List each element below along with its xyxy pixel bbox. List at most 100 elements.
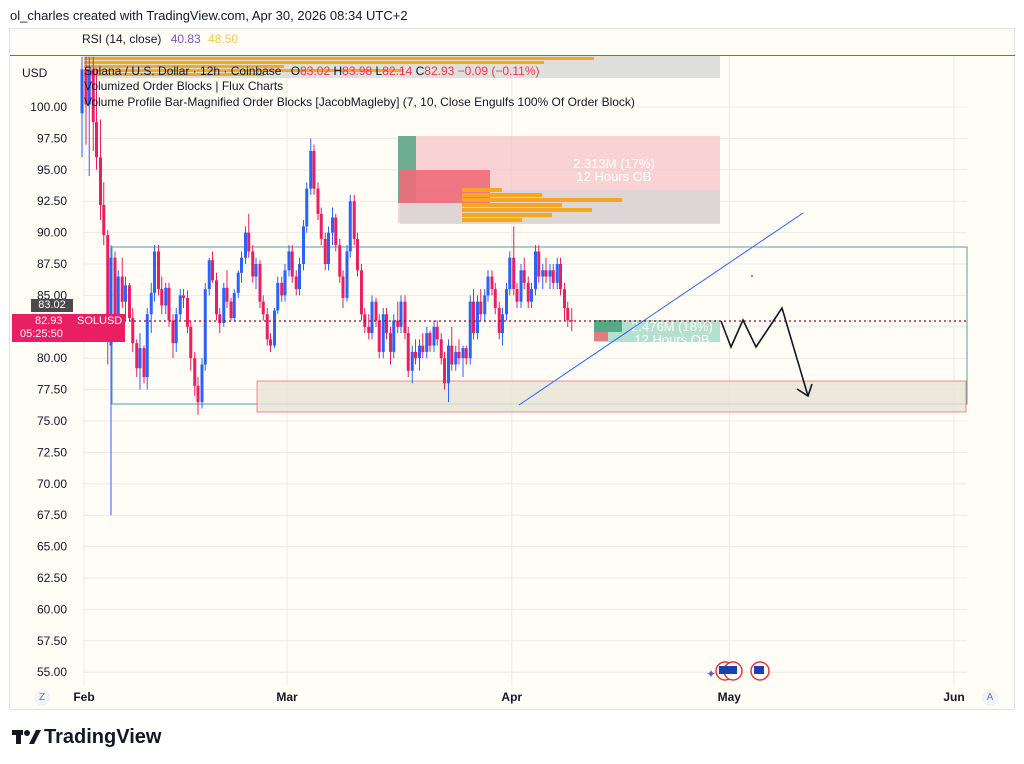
candle-body	[265, 314, 269, 340]
candle	[425, 326, 429, 359]
candle	[124, 276, 127, 321]
candle	[555, 257, 559, 290]
tradingview-logo-icon	[12, 730, 41, 744]
candle	[563, 282, 566, 321]
y-tick-label: 92.50	[37, 194, 67, 208]
candle	[273, 307, 276, 349]
candle-body	[374, 301, 378, 321]
candle	[87, 56, 91, 177]
candle-body	[203, 289, 207, 365]
candle-body	[120, 276, 124, 302]
candle	[251, 245, 255, 283]
candle	[167, 282, 171, 327]
candle	[174, 307, 178, 352]
candle	[157, 245, 160, 296]
candle-body	[563, 289, 566, 308]
candle	[461, 345, 465, 378]
candle	[541, 264, 545, 290]
y-tick-label: 97.50	[37, 131, 67, 145]
candle-body	[157, 251, 160, 290]
y-tick-label: 67.50	[37, 508, 67, 522]
economic-event-icons: ✦	[706, 661, 770, 681]
candle-body	[276, 282, 280, 311]
indicator-legend-1[interactable]: Volumized Order Blocks | Flux Charts	[84, 79, 284, 93]
pane-separator[interactable]	[10, 55, 1015, 56]
candle	[396, 301, 400, 334]
ohlc-change: −0.09 (−0.11%)	[457, 64, 540, 78]
candle	[418, 339, 421, 371]
candle-body	[435, 326, 439, 340]
ohlc-low-label: L	[375, 64, 383, 78]
candle	[135, 339, 139, 378]
candle	[385, 307, 388, 340]
candle	[406, 326, 410, 378]
symbol-title: Solana / U.S. Dollar · 12h · Coinbase	[84, 64, 282, 78]
candle-body	[551, 270, 555, 283]
indicator-legend-2[interactable]: Volume Profile Bar-Magnified Order Block…	[84, 95, 635, 109]
candle-body	[457, 351, 461, 359]
candle-body	[490, 276, 494, 290]
volume-profile-upper	[462, 188, 622, 222]
candle-body	[113, 257, 117, 321]
candle-body	[323, 238, 327, 264]
candle	[309, 138, 313, 195]
ohlc-open-label: O	[290, 64, 301, 78]
candle-body	[80, 69, 84, 114]
price-axis: 100.0097.5095.0092.5090.0087.5085.0082.5…	[30, 100, 67, 679]
candle	[486, 270, 490, 302]
candle-body	[193, 358, 197, 386]
candle-body	[519, 270, 523, 302]
candle	[443, 351, 446, 390]
lower-ob-tf-label: 12 Hours OB	[634, 332, 709, 347]
candle-body	[305, 188, 309, 227]
candle-body	[559, 264, 562, 290]
candle-body	[472, 301, 475, 334]
candle	[240, 251, 243, 283]
candle	[102, 182, 106, 246]
candle	[323, 232, 327, 271]
candle	[215, 272, 218, 321]
candle-body	[461, 348, 465, 359]
candle-body	[294, 276, 298, 290]
candle	[439, 333, 443, 365]
candle	[200, 358, 204, 409]
candle	[534, 245, 537, 296]
symbol-legend[interactable]: Solana / U.S. Dollar · 12h · Coinbase O 8…	[84, 64, 540, 78]
candle	[164, 282, 168, 315]
candle	[80, 56, 84, 158]
y-tick-label: 90.00	[37, 226, 67, 240]
candle	[225, 270, 229, 308]
rsi-legend[interactable]: RSI (14, close) 40.83 48.50	[82, 32, 238, 46]
candle	[352, 194, 356, 246]
support-zone	[256, 380, 967, 413]
candle	[389, 326, 392, 365]
y-tick-label: 87.50	[37, 257, 67, 271]
candle	[403, 295, 407, 340]
candle-body	[399, 301, 403, 327]
candle	[414, 339, 417, 365]
candle	[515, 282, 519, 308]
auto-scale-button[interactable]: A	[982, 690, 998, 706]
candle-body	[356, 238, 359, 271]
lower-ob-volume-label: 2.476M (18%)	[631, 319, 713, 334]
zoom-button[interactable]: Z	[34, 690, 50, 706]
candle	[428, 330, 432, 352]
candle	[374, 297, 378, 327]
candle	[508, 251, 512, 296]
ohlc-close: 82.93	[424, 64, 455, 78]
candle	[483, 289, 487, 321]
candle	[109, 245, 113, 516]
candle-body	[432, 326, 436, 346]
candle	[193, 351, 197, 396]
y-tick-label: 55.00	[37, 665, 67, 679]
candle	[222, 282, 226, 327]
candle-body	[464, 348, 468, 359]
header-attribution: ol_charles created with TradingView.com,…	[10, 8, 408, 23]
candle-body	[331, 217, 334, 233]
y-tick-label: 75.00	[37, 414, 67, 428]
candle	[319, 207, 323, 246]
candle-body	[189, 326, 193, 359]
x-tick-label: Jun	[943, 690, 964, 704]
candle	[505, 282, 508, 321]
